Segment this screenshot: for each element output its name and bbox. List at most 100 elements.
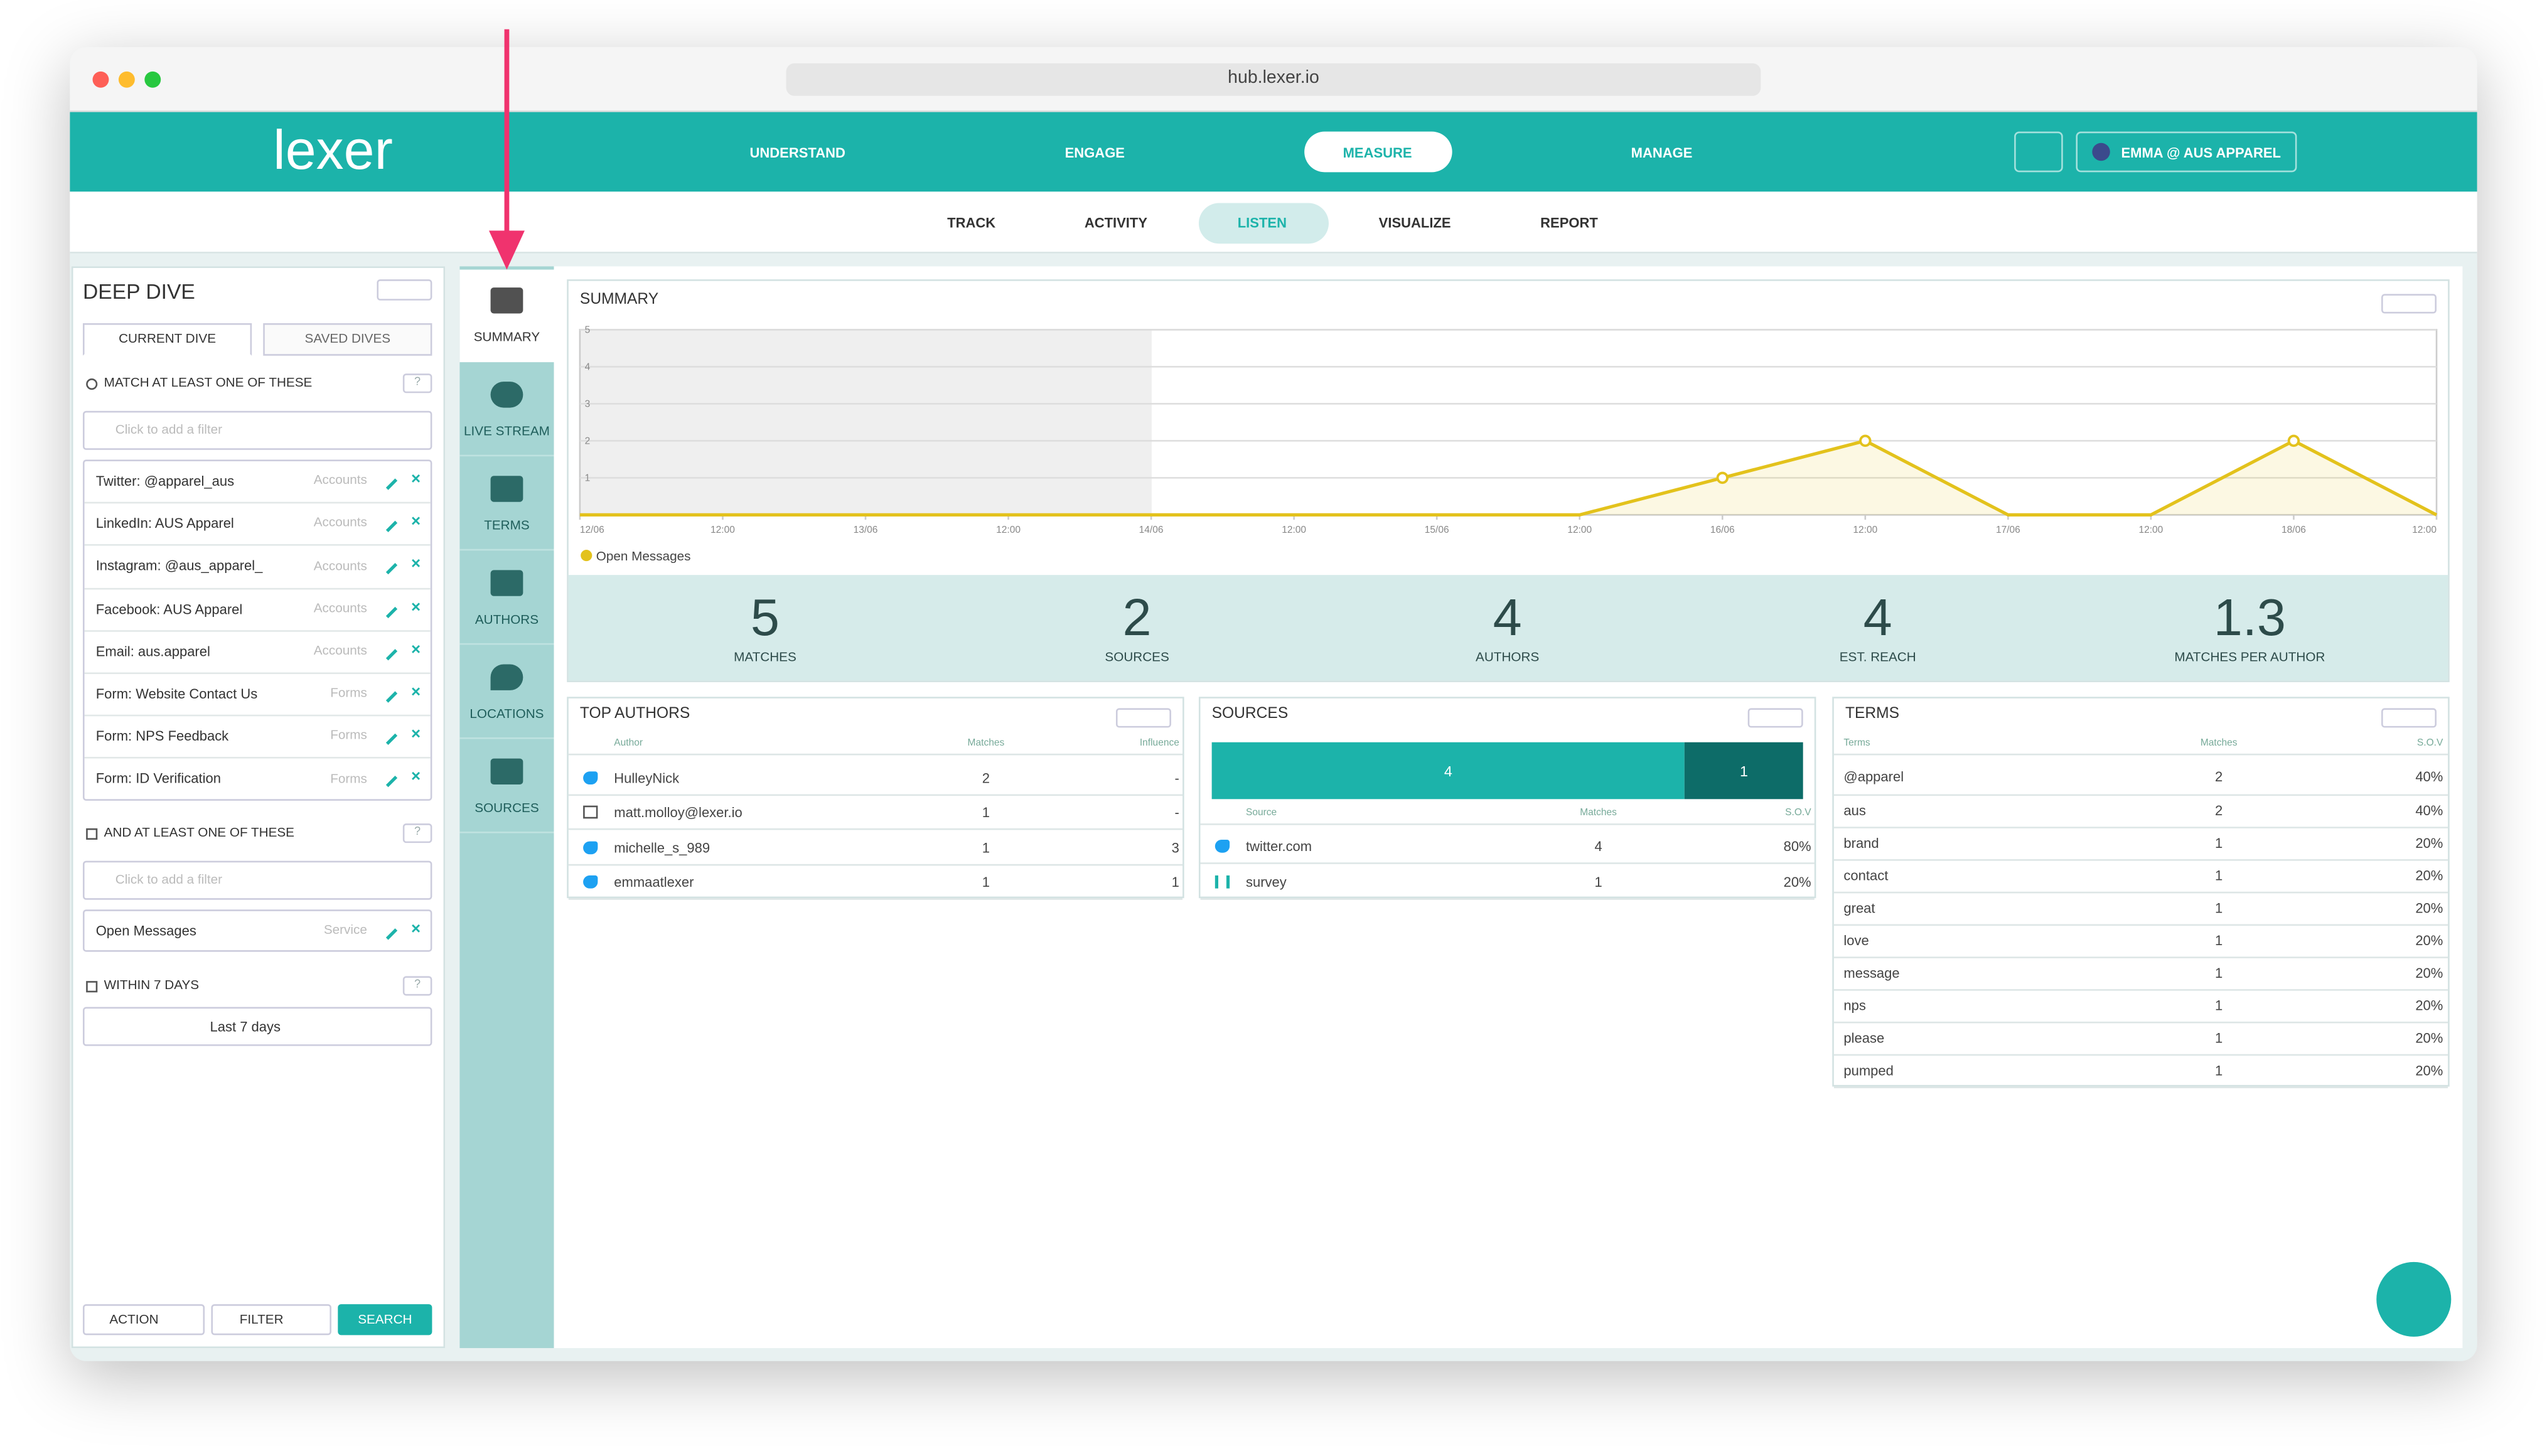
sidebar-button[interactable] (211, 1304, 331, 1336)
subnav-tab-active-bg[interactable] (1198, 203, 1329, 244)
sidebar-collapse[interactable] (377, 279, 432, 301)
tool-item[interactable] (459, 269, 554, 363)
table-cell: 1 (2215, 1030, 2223, 1047)
help-box[interactable] (402, 823, 432, 843)
remove-icon[interactable]: × (410, 921, 421, 939)
tool-icon (490, 287, 523, 314)
channel-icon (583, 875, 598, 889)
filter-label: Email: aus.apparel (95, 643, 210, 659)
table-cell: 20% (2415, 965, 2443, 982)
table-cell: 20% (2415, 932, 2443, 949)
row-divider (1833, 1022, 2448, 1024)
table-cell: brand (1843, 834, 1879, 851)
period-select[interactable] (82, 1007, 432, 1046)
stat-value: 4 (1863, 587, 1892, 646)
chat-button[interactable] (2376, 1261, 2452, 1337)
notification-button[interactable] (2014, 131, 2063, 173)
nav-tab[interactable]: MANAGE (1631, 144, 1693, 161)
table-cell: 1 (2215, 899, 2223, 916)
filter-label: Facebook: AUS Apparel (95, 600, 243, 617)
help-box[interactable] (402, 976, 432, 996)
filter-input[interactable] (82, 410, 432, 450)
sidebar-tab[interactable] (82, 323, 252, 356)
source-bar-segment (1211, 742, 1685, 800)
table-cell: 1 (982, 874, 990, 891)
sidebar-tab-label: SAVED DIVES (304, 331, 391, 346)
tool-icon (490, 664, 523, 690)
panel-controls[interactable] (1747, 708, 1803, 728)
remove-icon[interactable]: × (410, 726, 421, 744)
tool-label: SOURCES (475, 801, 539, 816)
nav-tab-active-bg[interactable] (1304, 131, 1452, 173)
filter-divider (84, 715, 431, 717)
summary-panel (567, 279, 2450, 682)
zoom-button[interactable] (144, 71, 161, 88)
close-button[interactable] (92, 71, 109, 88)
table-cell: 1 (2215, 997, 2223, 1014)
row-divider (1200, 898, 1815, 900)
remove-icon[interactable]: × (410, 471, 421, 489)
period-heading: WITHIN 7 DAYS (104, 978, 200, 993)
table-cell: pumped (1843, 1063, 1894, 1079)
table-cell: please (1843, 1030, 1885, 1047)
subnav-tab[interactable]: TRACK (947, 214, 996, 231)
subnav-tab[interactable]: LISTEN (1237, 214, 1287, 231)
remove-icon[interactable]: × (410, 513, 421, 532)
nav-tab[interactable]: UNDERSTAND (749, 144, 845, 161)
row-divider (1833, 1054, 2448, 1056)
remove-icon[interactable]: × (410, 641, 421, 660)
filter-kind: Service (323, 923, 367, 938)
nav-tab[interactable]: MEASURE (1343, 144, 1412, 161)
table-cell: emmaatlexer (614, 874, 694, 891)
tool-item[interactable] (459, 458, 554, 551)
row-divider (1833, 793, 2448, 795)
table-cell: 1 (1594, 874, 1602, 890)
help-box[interactable] (402, 373, 432, 393)
sidebar-button[interactable] (82, 1304, 205, 1336)
header-divider (1833, 753, 2448, 756)
table-cell: message (1843, 965, 1900, 982)
minimize-button[interactable] (118, 71, 135, 88)
sidebar-tab[interactable] (263, 323, 432, 356)
filter-kind: Accounts (313, 601, 367, 616)
panel-title: TERMS (1845, 705, 1900, 724)
subnav-tab[interactable]: ACTIVITY (1084, 214, 1148, 231)
filter-kind: Accounts (313, 558, 367, 573)
sidebar-button-label: ACTION (109, 1312, 159, 1327)
sidebar-button[interactable] (338, 1304, 432, 1336)
table-cell: contact (1843, 867, 1889, 884)
filter-placeholder: Click to add a filter (115, 872, 223, 887)
panel-controls[interactable] (2381, 294, 2437, 314)
row-divider (1200, 862, 1815, 864)
tool-item[interactable] (459, 552, 554, 645)
panel-controls[interactable] (2381, 708, 2437, 728)
table-cell: 1 (1171, 874, 1179, 891)
subnav-tab[interactable]: REPORT (1540, 214, 1598, 231)
nav-tab[interactable]: ENGAGE (1064, 144, 1125, 161)
subnav-tab[interactable]: VISUALIZE (1378, 214, 1451, 231)
stat-value: 2 (1122, 587, 1152, 646)
remove-icon[interactable]: × (410, 598, 421, 617)
tool-column (459, 266, 554, 1349)
table-cell: 1 (982, 839, 990, 856)
user-button[interactable] (2076, 131, 2297, 173)
filter-label: Instagram: @aus_apparel_ (95, 557, 263, 574)
tool-item[interactable] (459, 741, 554, 833)
row-divider (568, 828, 1183, 831)
remove-icon[interactable]: × (410, 769, 421, 787)
filter-label: Form: ID Verification (95, 770, 221, 787)
table-cell: 1 (2215, 834, 2223, 851)
remove-icon[interactable]: × (410, 683, 421, 702)
tool-item[interactable] (459, 646, 554, 739)
remove-icon[interactable]: × (410, 556, 421, 574)
period-select-label: Last 7 days (210, 1018, 281, 1035)
tool-item[interactable] (459, 364, 554, 457)
filter-input[interactable] (82, 860, 432, 900)
panel-controls[interactable] (1115, 708, 1171, 728)
filter-divider (84, 502, 431, 504)
url-bar[interactable] (786, 63, 1761, 96)
table-cell: 1 (2215, 965, 2223, 982)
logo: lexer (273, 119, 393, 181)
row-divider (568, 864, 1183, 865)
